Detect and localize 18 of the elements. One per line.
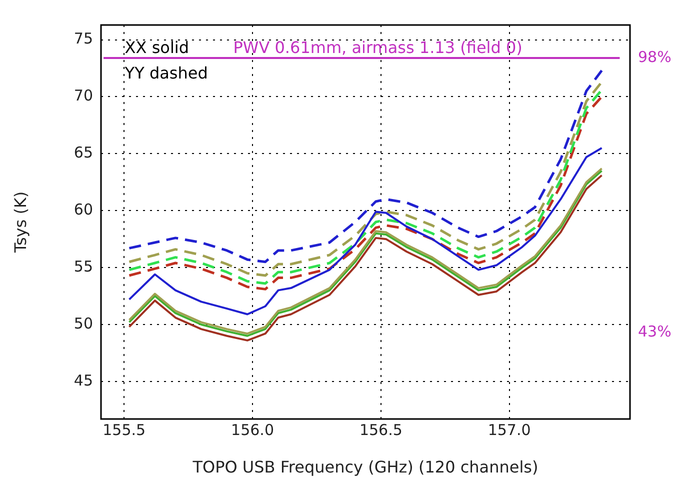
annotation: PWV 0.61mm, airmass 1.13 (field 0) [233, 38, 522, 57]
x-tick-label: 155.5 [102, 420, 146, 439]
x-tick-label: 157.0 [488, 420, 531, 439]
y-tick-label: 75 [74, 30, 93, 48]
y-tick-label: 65 [74, 144, 93, 162]
y-tick-label: 50 [74, 314, 93, 332]
y-axis-title: Tsys (K) [10, 191, 30, 254]
y-tick-label: 55 [74, 257, 93, 276]
y2-tick-label: 43% [638, 322, 672, 340]
x-axis-title: TOPO USB Frequency (GHz) (120 channels) [192, 458, 538, 477]
y-tick-label: 60 [74, 200, 93, 219]
y2-tick-label: 98% [638, 48, 672, 66]
x-tick-label: 156.0 [231, 420, 274, 439]
x-tick-label: 156.5 [359, 420, 402, 439]
y-tick-label: 70 [74, 86, 93, 105]
y-tick-label: 45 [74, 371, 93, 390]
annotation: YY dashed [124, 63, 208, 82]
annotation: XX solid [124, 38, 189, 57]
